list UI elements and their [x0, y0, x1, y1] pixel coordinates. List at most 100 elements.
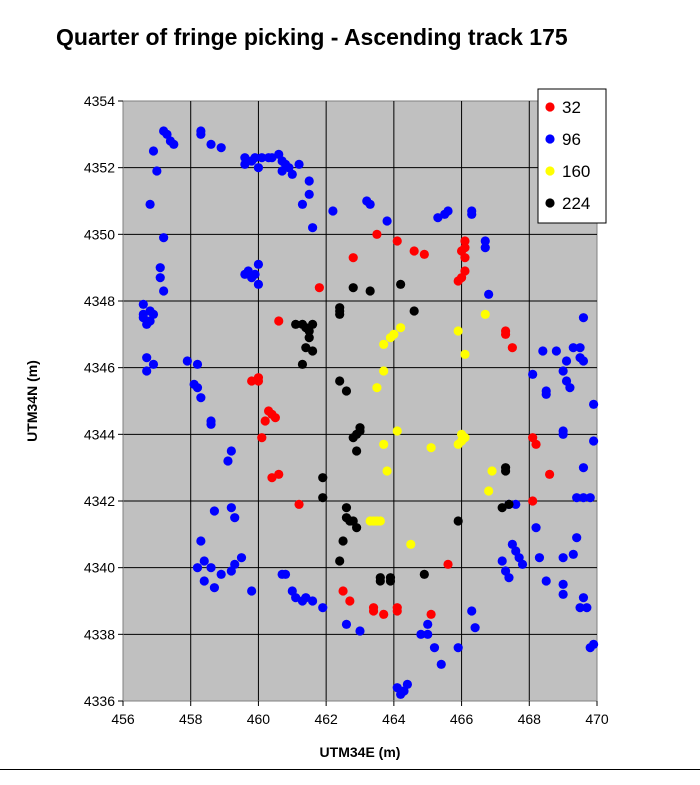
- data-point: [392, 606, 402, 616]
- legend-entry: 160: [562, 162, 590, 181]
- data-point: [148, 359, 159, 369]
- data-point: [541, 386, 551, 396]
- data-point: [558, 579, 568, 589]
- data-point: [372, 383, 382, 393]
- data-point: [155, 273, 165, 283]
- data-point: [416, 629, 426, 639]
- x-tick-label: 456: [111, 711, 135, 727]
- data-point: [257, 153, 267, 163]
- y-tick-label: 4346: [84, 360, 115, 376]
- data-point: [396, 279, 406, 289]
- data-point: [335, 556, 345, 566]
- data-point: [253, 163, 264, 173]
- data-point: [247, 586, 257, 596]
- x-tick-label: 470: [585, 711, 609, 727]
- data-point: [155, 263, 165, 273]
- data-point: [250, 269, 260, 279]
- data-point: [226, 503, 236, 513]
- data-point: [375, 573, 385, 583]
- data-point: [423, 619, 433, 629]
- data-point: [297, 199, 308, 209]
- data-point: [460, 433, 470, 443]
- data-point: [453, 516, 463, 526]
- data-point: [287, 169, 297, 179]
- data-point: [379, 366, 389, 376]
- data-point: [253, 279, 264, 289]
- data-point: [517, 559, 528, 569]
- data-point: [308, 223, 318, 233]
- data-point: [345, 596, 355, 606]
- data-point: [142, 353, 152, 363]
- y-axis-ticks: 4336 4338 4340 4342 4344 4346 4348 4350 4352 4354: [84, 93, 123, 709]
- data-point: [504, 499, 514, 509]
- data-point: [572, 533, 582, 543]
- data-point: [460, 253, 470, 263]
- legend-marker: [545, 166, 555, 176]
- data-point: [182, 356, 192, 366]
- data-point: [318, 473, 328, 483]
- data-point: [365, 286, 375, 296]
- data-point: [304, 176, 314, 186]
- x-tick-label: 462: [314, 711, 338, 727]
- data-point: [392, 426, 402, 436]
- data-point: [453, 643, 463, 653]
- data-point: [541, 576, 551, 586]
- data-point: [379, 339, 389, 349]
- data-point: [341, 513, 352, 523]
- x-tick-label: 466: [450, 711, 474, 727]
- data-point: [260, 416, 270, 426]
- legend: 32 96 160 224: [537, 88, 607, 224]
- data-point: [280, 569, 291, 579]
- data-point: [572, 493, 582, 503]
- gridlines: [122, 101, 597, 702]
- x-tick-label: 464: [382, 711, 406, 727]
- data-point: [257, 433, 267, 443]
- x-tick-label: 468: [518, 711, 542, 727]
- data-point: [365, 199, 375, 209]
- data-point: [216, 143, 226, 153]
- data-point: [409, 246, 419, 256]
- data-point: [294, 499, 304, 509]
- data-point: [402, 679, 412, 689]
- data-point: [480, 243, 490, 253]
- data-point: [467, 606, 477, 616]
- data-point: [192, 563, 203, 573]
- plot-area: [122, 100, 598, 702]
- data-point: [348, 283, 358, 293]
- data-point: [199, 556, 209, 566]
- data-point: [308, 596, 318, 606]
- data-point: [341, 503, 352, 513]
- data-point: [253, 259, 264, 269]
- data-point: [578, 593, 589, 603]
- data-point: [274, 316, 284, 326]
- data-point: [169, 139, 179, 149]
- data-point: [148, 146, 159, 156]
- data-point: [352, 523, 362, 533]
- data-point: [291, 319, 301, 329]
- data-point: [436, 659, 446, 669]
- data-point: [192, 359, 203, 369]
- data-point: [467, 209, 477, 219]
- data-point: [382, 216, 392, 226]
- x-tick-label: 458: [179, 711, 203, 727]
- data-point: [196, 393, 206, 403]
- legend-entry: 224: [562, 194, 590, 213]
- data-point: [409, 306, 419, 316]
- data-point: [142, 366, 152, 376]
- data-point: [561, 356, 572, 366]
- data-point: [368, 606, 379, 616]
- data-point: [148, 309, 159, 319]
- data-point: [531, 523, 541, 533]
- data-point: [159, 286, 169, 296]
- x-axis-ticks: 456 458 460 462 464 466 468 470: [111, 701, 609, 727]
- data-point: [379, 439, 389, 449]
- data-point: [578, 356, 589, 366]
- series-224: [291, 279, 514, 586]
- data-point: [152, 166, 162, 176]
- data-point: [429, 643, 440, 653]
- y-tick-label: 4340: [84, 560, 115, 576]
- data-point: [206, 419, 216, 429]
- data-point: [419, 249, 429, 259]
